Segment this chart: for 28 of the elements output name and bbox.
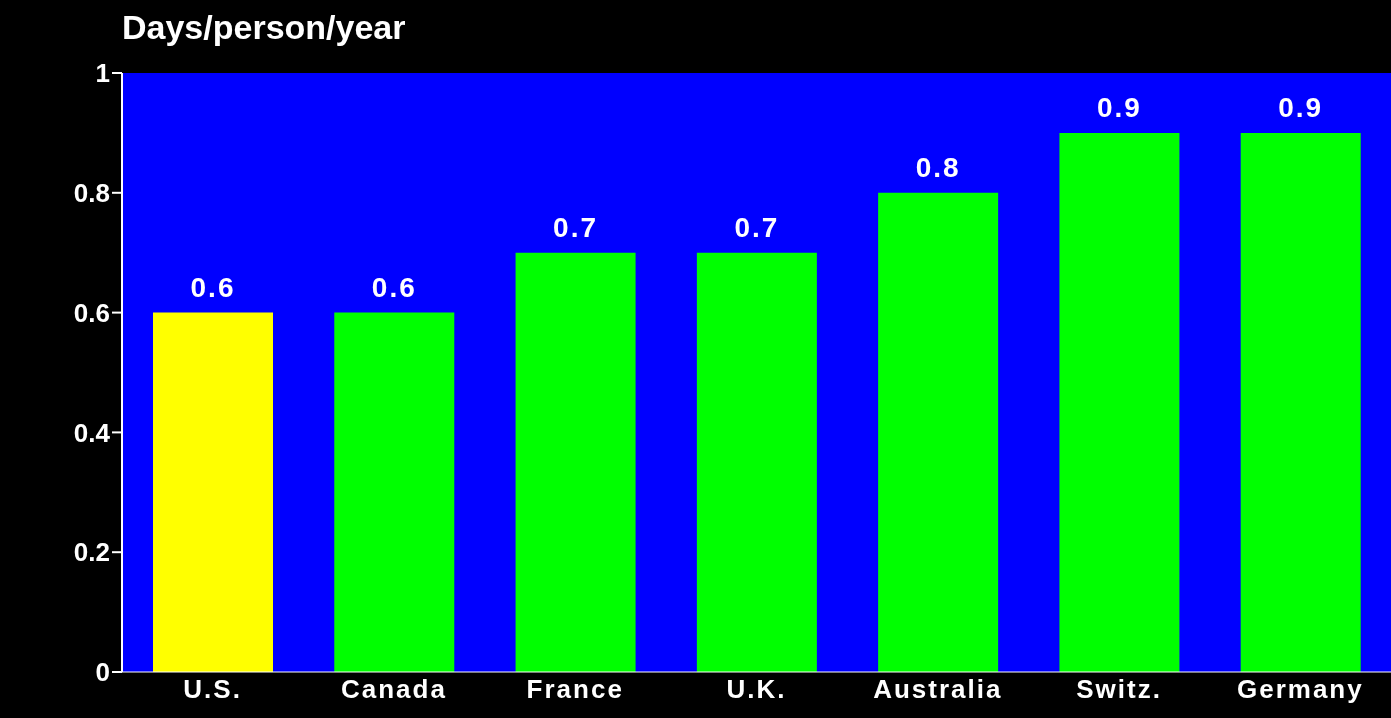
data-label: 0.7 — [734, 211, 780, 243]
data-label: 0.9 — [1278, 91, 1324, 123]
y-tick-label: 0.6 — [73, 297, 110, 328]
bar — [1059, 132, 1180, 672]
data-label: 0.6 — [190, 271, 236, 303]
x-tick-label: France — [526, 674, 624, 705]
data-label: 0.9 — [1096, 91, 1142, 123]
data-label: 0.6 — [371, 271, 417, 303]
x-tick-label: Switz. — [1076, 674, 1162, 705]
y-tick-label: 0.4 — [73, 417, 111, 448]
x-tick-label: Australia — [873, 674, 1003, 705]
y-tick-label: 0 — [95, 657, 110, 688]
bar — [153, 312, 273, 672]
x-tick-label: Germany — [1236, 674, 1364, 705]
x-tick-label: U.S. — [183, 674, 242, 705]
bar — [515, 252, 636, 672]
y-tick-label: 1 — [95, 58, 110, 89]
chart-title: Days/person/year — [122, 8, 406, 47]
bar — [334, 312, 455, 672]
data-label: 0.8 — [915, 151, 961, 183]
bar — [696, 252, 817, 672]
x-tick-label: Canada — [340, 674, 447, 705]
y-tick-label: 0.8 — [73, 178, 110, 209]
bar — [1240, 132, 1361, 672]
bar — [878, 192, 999, 672]
y-tick-label: 0.2 — [73, 537, 110, 568]
data-label: 0.7 — [553, 211, 599, 243]
x-tick-label: U.K. — [726, 674, 787, 705]
